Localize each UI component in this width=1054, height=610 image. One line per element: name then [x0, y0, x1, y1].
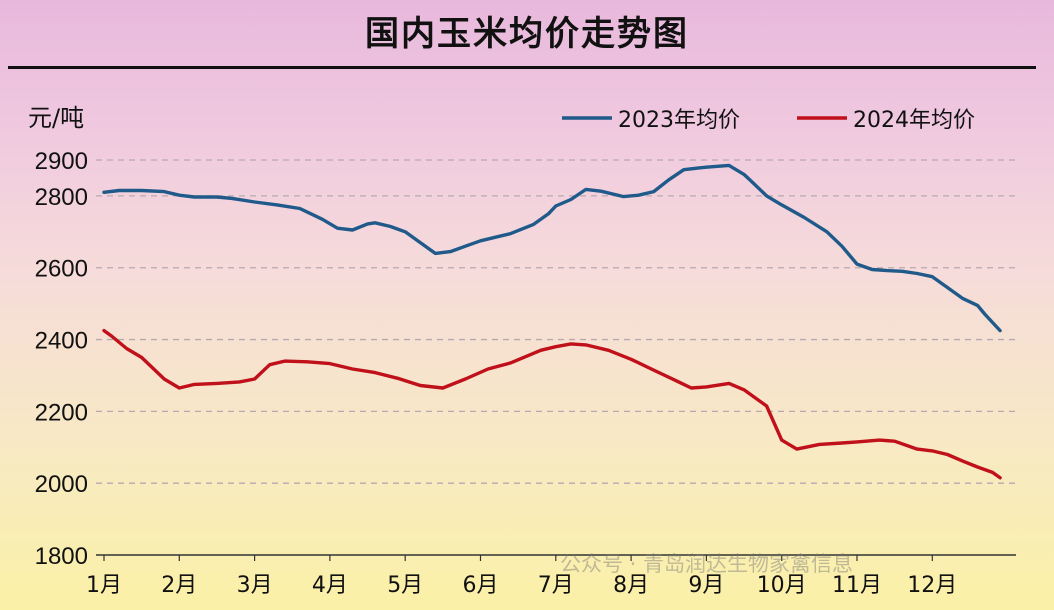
y-axis-unit-label: 元/吨: [28, 104, 85, 132]
y-tick-label: 2200: [35, 399, 88, 426]
legend-label: 2024年均价: [853, 108, 975, 133]
x-tick-label: 10月: [757, 573, 807, 598]
x-tick-label: 8月: [613, 573, 649, 598]
y-tick-label: 2800: [35, 184, 88, 211]
x-tick-label: 3月: [237, 573, 273, 598]
axes: [96, 554, 1016, 561]
series-line-2: [102, 328, 1002, 480]
y-tick-label: 2900: [35, 148, 88, 175]
title-divider: [8, 66, 1036, 69]
chart-title: 国内玉米均价走势图: [365, 14, 689, 54]
x-tick-labels: 1月 2月 3月 4月 5月 6月 7月 8月 9月 10月 11月 12月: [86, 573, 957, 598]
legend-label: 2023年均价: [618, 108, 740, 133]
x-tick-label: 2月: [161, 573, 197, 598]
gridlines: [96, 159, 1016, 484]
x-tick-label: 9月: [688, 573, 724, 598]
series-line-1: [102, 163, 1002, 333]
x-tick-label: 12月: [907, 573, 957, 598]
x-tick-label: 11月: [832, 573, 882, 598]
legend: 2023年均价 2024年均价: [562, 108, 975, 133]
y-tick-label: 2600: [35, 256, 88, 283]
x-tick-label: 7月: [538, 573, 574, 598]
y-tick-label: 2400: [35, 328, 88, 355]
x-tick-label: 4月: [312, 573, 348, 598]
y-tick-label: 2000: [35, 471, 88, 498]
x-tick-label: 6月: [463, 573, 499, 598]
watermark-text: 公众号 · 青岛润达生物家禽信息: [560, 552, 854, 576]
x-tick-label: 1月: [86, 573, 122, 598]
series-lines: [102, 163, 1002, 480]
y-tick-labels: 1800 2000 2200 2400 2600 2800 2900: [35, 148, 88, 570]
y-tick-label: 1800: [35, 543, 88, 570]
x-tick-label: 5月: [387, 573, 423, 598]
